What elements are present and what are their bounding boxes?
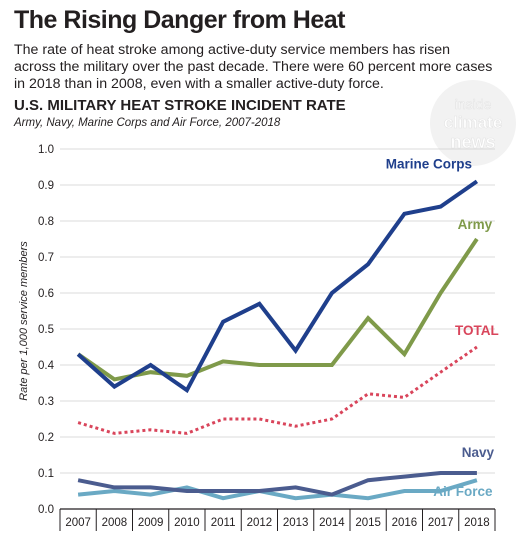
y-tick-label: 0.3 [38, 396, 54, 408]
x-tick-label: 2011 [211, 517, 236, 529]
axes: 0.0 0.1 0.2 0.3 0.4 0.5 0.6 0.7 0.8 0.9 1.0 2007 200… [38, 144, 496, 531]
y-tick-label: 0.2 [38, 432, 54, 444]
y-tick-label: 1.0 [38, 144, 54, 156]
series-label-army: Army [458, 217, 493, 232]
series-line-army [76, 237, 479, 382]
logo-line-2: climate [444, 113, 503, 132]
y-tick-label: 0.0 [38, 504, 54, 516]
inside-climate-news-logo: inside climate news [430, 80, 516, 166]
series-label-marine-corps: Marine Corps [386, 156, 472, 171]
x-tick-label: 2014 [319, 517, 345, 529]
y-tick-label: 0.6 [38, 288, 54, 300]
series-lines [76, 179, 479, 501]
series-line-air-force [77, 478, 478, 501]
series-label-total: TOTAL [455, 323, 499, 338]
series-label-navy: Navy [462, 445, 495, 460]
series-line-navy [77, 471, 477, 497]
x-tick-label: 2018 [464, 517, 490, 529]
series-line-marine-corps [76, 179, 479, 394]
y-tick-label: 0.5 [38, 324, 54, 336]
logo-line-3: news [450, 132, 495, 152]
y-tick-label: 0.7 [38, 252, 54, 264]
y-tick-label: 0.1 [38, 468, 54, 480]
x-tick-label: 2017 [428, 517, 454, 529]
x-tick-label: 2009 [138, 517, 164, 529]
chart-title: U.S. MILITARY HEAT STROKE INCIDENT RATE [14, 97, 346, 114]
page-dek: The rate of heat stroke among active-dut… [14, 42, 493, 92]
page-headline: The Rising Danger from Heat [14, 6, 346, 34]
logo-line-1: inside [455, 96, 492, 112]
x-tick-label: 2010 [174, 517, 200, 529]
x-tick-label: 2012 [247, 517, 273, 529]
x-tick-label: 2008 [102, 517, 128, 529]
y-tick-label: 0.9 [38, 180, 54, 192]
x-tick-label: 2015 [355, 517, 381, 529]
series-labels: Marine Corps Army TOTAL Navy Air Force [386, 156, 499, 499]
series-label-air-force: Air Force [433, 484, 493, 499]
chart-subtitle: Army, Navy, Marine Corps and Air Force, … [14, 117, 281, 129]
y-tick-label: 0.8 [38, 216, 54, 228]
x-tick-label: 2007 [65, 517, 91, 529]
x-tick-label: 2016 [392, 517, 418, 529]
y-axis-label: Rate per 1,000 service members [18, 241, 30, 401]
x-tick-label: 2013 [283, 517, 309, 529]
y-tick-label: 0.4 [38, 360, 55, 372]
series-line-total [77, 345, 478, 435]
